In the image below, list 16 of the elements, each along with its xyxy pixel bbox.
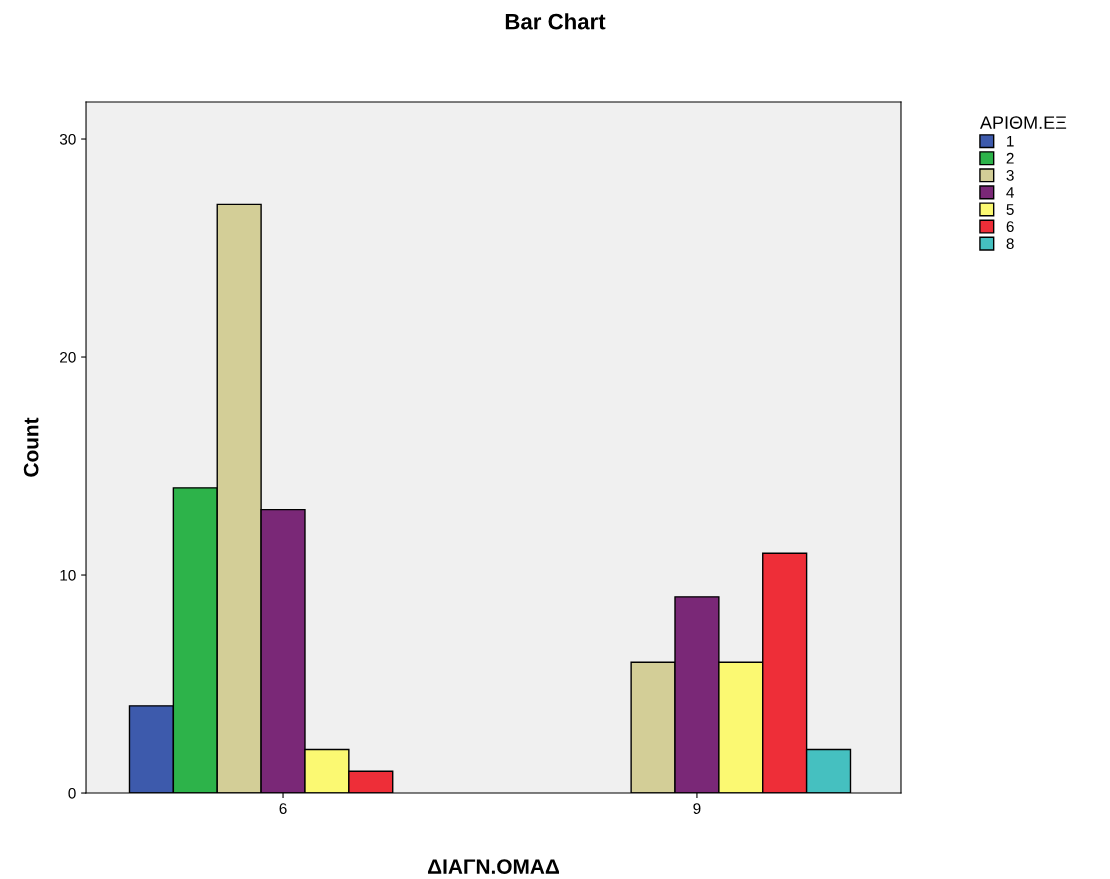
y-tick-label: 20 <box>60 351 76 363</box>
y-axis-title: Count <box>23 417 39 477</box>
x-tick-label: 9 <box>693 803 701 814</box>
y-tick-label: 10 <box>60 569 76 581</box>
legend-label: 8 <box>1006 238 1014 250</box>
legend-label: 5 <box>1006 204 1014 215</box>
legend-label: 1 <box>1007 135 1014 147</box>
legend-label: 4 <box>1006 187 1014 198</box>
legend-label: 3 <box>1006 169 1014 181</box>
legend-title: ΑΡΙΘΜ.ΕΞ <box>979 116 1067 129</box>
chart-title: Bar Chart <box>505 13 606 30</box>
legend-label: 2 <box>1006 152 1014 164</box>
x-axis-title: ΔΙΑΓΝ.ΟΜΑΔ <box>427 859 560 874</box>
y-tick-label: 30 <box>59 133 76 145</box>
legend-label: 6 <box>1006 221 1014 232</box>
y-tick-label: 0 <box>68 787 76 799</box>
